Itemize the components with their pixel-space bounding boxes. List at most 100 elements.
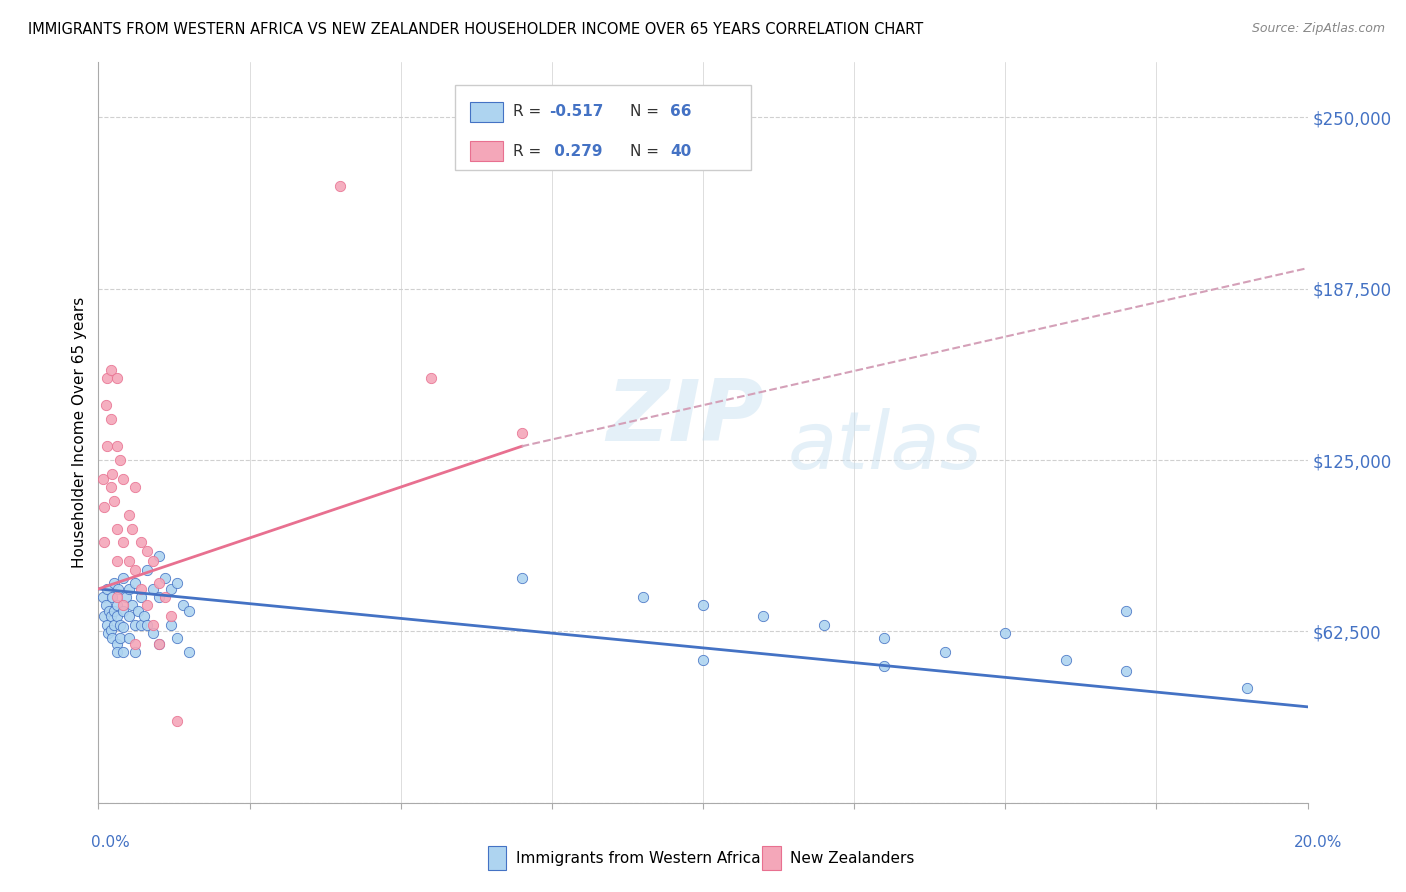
- Point: [160, 582, 183, 596]
- Point: [91, 590, 114, 604]
- Point: [1236, 681, 1258, 695]
- Point: [111, 645, 134, 659]
- Point: [142, 582, 165, 596]
- Point: [121, 599, 143, 613]
- Point: [105, 609, 128, 624]
- Point: [93, 609, 115, 624]
- Text: 40: 40: [671, 144, 692, 159]
- Text: R =: R =: [513, 104, 547, 120]
- Point: [124, 563, 146, 577]
- Point: [96, 617, 118, 632]
- Point: [124, 617, 146, 632]
- Point: [142, 617, 165, 632]
- Point: [105, 590, 128, 604]
- Point: [111, 620, 134, 634]
- Text: IMMIGRANTS FROM WESTERN AFRICA VS NEW ZEALANDER HOUSEHOLDER INCOME OVER 65 YEARS: IMMIGRANTS FROM WESTERN AFRICA VS NEW ZE…: [28, 22, 924, 37]
- Point: [118, 508, 141, 522]
- Point: [121, 522, 143, 536]
- Point: [166, 714, 188, 728]
- Point: [105, 371, 128, 385]
- Point: [148, 590, 170, 604]
- Text: atlas: atlas: [787, 409, 983, 486]
- Point: [118, 582, 141, 596]
- Point: [132, 609, 155, 624]
- Point: [100, 480, 122, 494]
- Point: [510, 571, 533, 585]
- Text: New Zealanders: New Zealanders: [790, 851, 914, 865]
- Point: [105, 522, 128, 536]
- Y-axis label: Householder Income Over 65 years: Householder Income Over 65 years: [72, 297, 87, 568]
- Point: [179, 645, 201, 659]
- Point: [96, 371, 118, 385]
- Point: [107, 582, 129, 596]
- Point: [813, 617, 835, 632]
- Point: [934, 645, 956, 659]
- Text: 0.0%: 0.0%: [91, 836, 131, 850]
- Point: [994, 625, 1017, 640]
- Point: [135, 617, 157, 632]
- Text: N =: N =: [630, 144, 664, 159]
- Point: [166, 632, 188, 646]
- Point: [148, 549, 170, 563]
- Point: [135, 599, 157, 613]
- Point: [118, 554, 141, 568]
- Point: [93, 500, 115, 514]
- Point: [124, 480, 146, 494]
- Point: [510, 425, 533, 440]
- Point: [142, 625, 165, 640]
- Point: [103, 604, 125, 618]
- Point: [100, 590, 122, 604]
- Point: [873, 632, 896, 646]
- Point: [100, 623, 122, 637]
- Point: [96, 582, 118, 596]
- Text: 66: 66: [671, 104, 692, 120]
- Point: [111, 599, 134, 613]
- Point: [631, 590, 654, 604]
- Point: [94, 398, 117, 412]
- Point: [91, 472, 114, 486]
- Point: [148, 576, 170, 591]
- Point: [94, 599, 117, 613]
- Point: [127, 604, 149, 618]
- Point: [752, 609, 775, 624]
- Point: [160, 609, 183, 624]
- Point: [105, 645, 128, 659]
- Text: -0.517: -0.517: [550, 104, 603, 120]
- Point: [105, 599, 128, 613]
- Point: [97, 625, 120, 640]
- Point: [1115, 604, 1137, 618]
- Point: [93, 535, 115, 549]
- FancyBboxPatch shape: [470, 102, 503, 122]
- Text: Immigrants from Western Africa: Immigrants from Western Africa: [516, 851, 761, 865]
- Point: [111, 535, 134, 549]
- Point: [111, 571, 134, 585]
- Point: [179, 604, 201, 618]
- Point: [153, 590, 176, 604]
- Point: [692, 599, 714, 613]
- FancyBboxPatch shape: [456, 85, 751, 169]
- Point: [148, 637, 170, 651]
- Point: [103, 617, 125, 632]
- Point: [108, 632, 131, 646]
- Point: [160, 617, 183, 632]
- Text: ZIP: ZIP: [606, 376, 763, 459]
- Text: R =: R =: [513, 144, 547, 159]
- Point: [124, 645, 146, 659]
- Point: [103, 494, 125, 508]
- Point: [100, 609, 122, 624]
- Point: [108, 617, 131, 632]
- Point: [100, 362, 122, 376]
- Point: [118, 609, 141, 624]
- Point: [329, 178, 352, 193]
- Point: [108, 453, 131, 467]
- Point: [153, 571, 176, 585]
- Point: [103, 576, 125, 591]
- Point: [1054, 653, 1077, 667]
- Text: Source: ZipAtlas.com: Source: ZipAtlas.com: [1251, 22, 1385, 36]
- Point: [148, 637, 170, 651]
- Point: [692, 653, 714, 667]
- Point: [100, 632, 122, 646]
- Point: [135, 563, 157, 577]
- Text: 0.279: 0.279: [550, 144, 603, 159]
- Point: [420, 371, 443, 385]
